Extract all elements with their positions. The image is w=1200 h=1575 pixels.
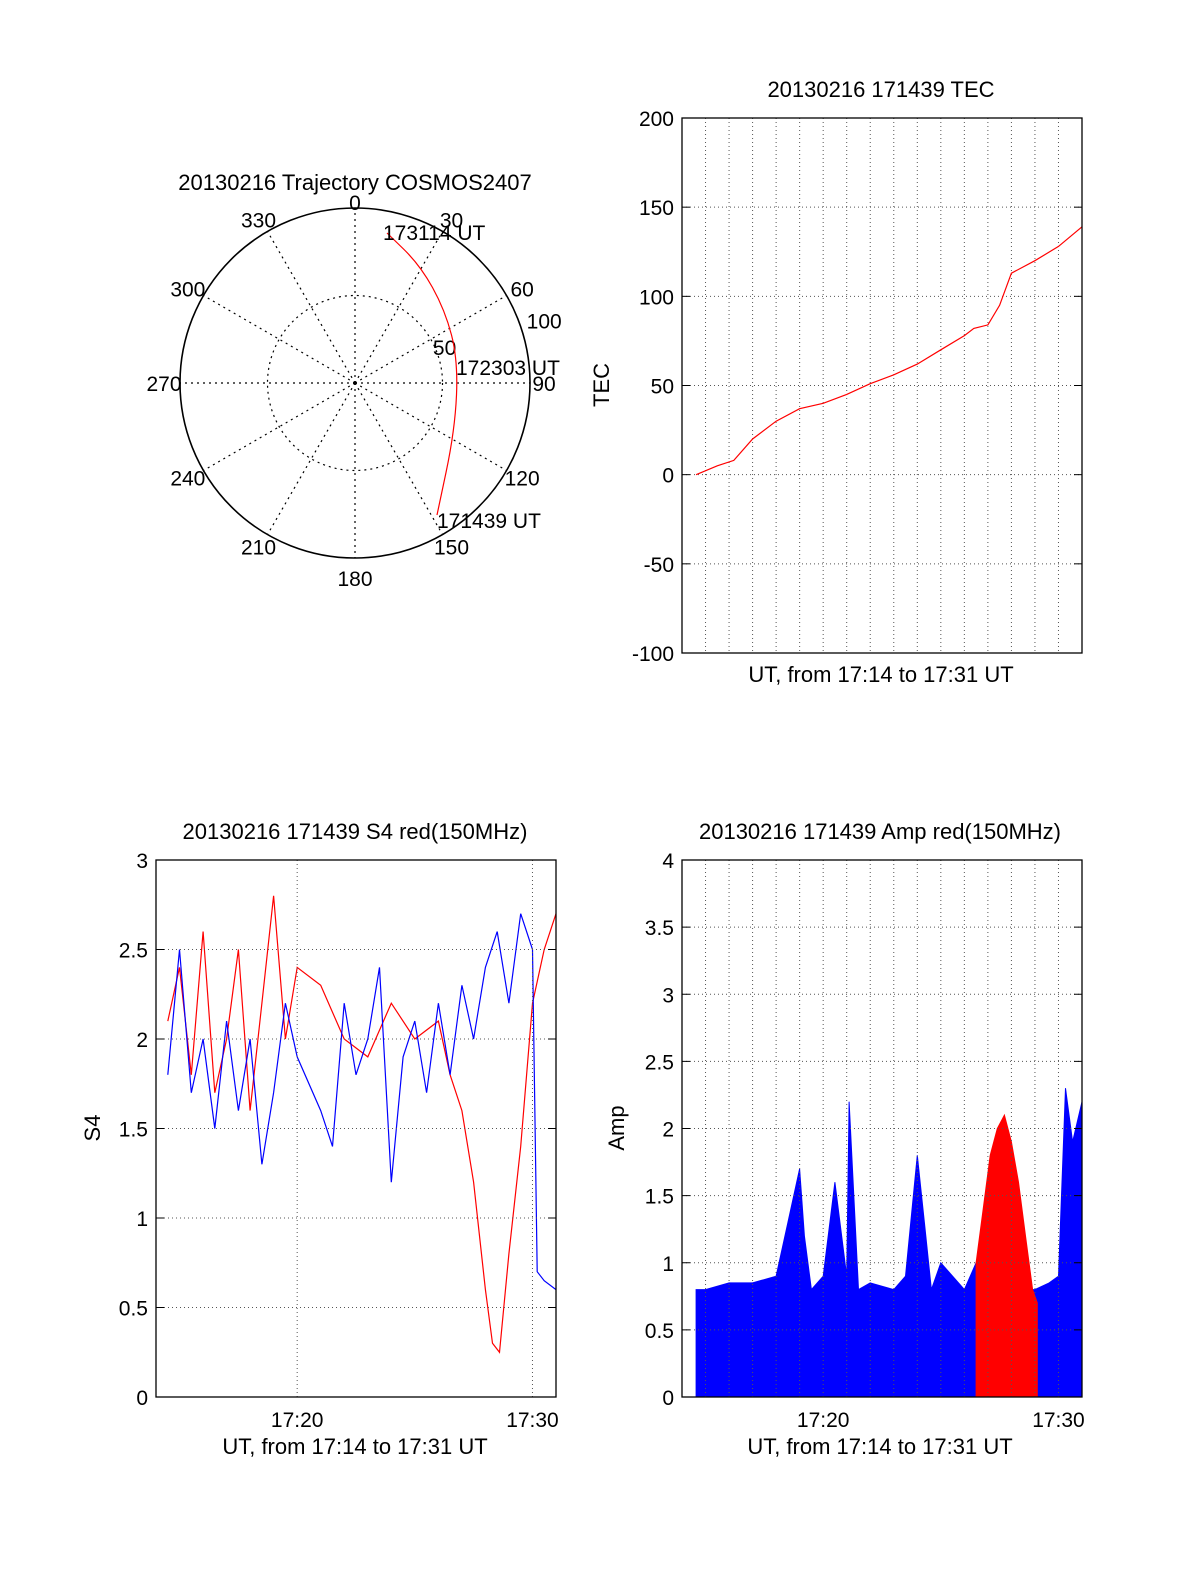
s4-series-red — [167, 895, 556, 1354]
s4-title: 20130216 171439 S4 red(150MHz) — [183, 819, 528, 844]
y-tick-label: 1.5 — [645, 1186, 674, 1209]
y-tick-label: 2.5 — [645, 1051, 674, 1074]
y-tick-label: 0 — [662, 1387, 674, 1410]
y-tick-label: 3.5 — [645, 917, 674, 940]
tec-panel: 20130216 171439 TEC UT, from 17:14 to 17… — [589, 77, 1083, 687]
polar-angle-label: 0 — [349, 192, 361, 215]
y-tick-label: 0.5 — [119, 1298, 148, 1321]
polar-angle-label: 30 — [440, 209, 463, 232]
s4-series-blue — [167, 913, 556, 1291]
y-tick-label: 2 — [662, 1119, 674, 1142]
amp-title: 20130216 171439 Amp red(150MHz) — [699, 819, 1061, 844]
polar-spoke — [354, 231, 444, 384]
y-tick-label: -100 — [632, 643, 674, 666]
polar-angle-label: 210 — [241, 537, 276, 560]
polar-angle-label: 150 — [434, 537, 469, 560]
polar-angle-label: 300 — [170, 279, 205, 302]
y-tick-label: 0.5 — [645, 1320, 674, 1343]
y-tick-label: 150 — [639, 197, 674, 220]
y-tick-label: 1 — [662, 1253, 674, 1276]
polar-angle-label: 90 — [532, 373, 555, 396]
y-tick-label: 0 — [662, 465, 674, 488]
polar-angle-label: 120 — [505, 468, 540, 491]
y-tick-label: 1.5 — [119, 1119, 148, 1142]
x-tick-label: 17:30 — [1032, 1409, 1085, 1432]
y-tick-label: 50 — [651, 376, 674, 399]
polar-spoke — [354, 382, 444, 535]
y-tick-label: 3 — [136, 850, 148, 873]
s4-xlabel: UT, from 17:14 to 17:31 UT — [222, 1434, 487, 1459]
polar-ring — [266, 294, 444, 472]
y-tick-label: -50 — [644, 554, 674, 577]
y-tick-label: 200 — [639, 108, 674, 131]
tec-ylabel: TEC — [589, 363, 614, 407]
polar-ring-label: 100 — [527, 311, 562, 334]
y-tick-label: 1 — [136, 1208, 148, 1231]
polar-spoke — [354, 382, 507, 472]
plot-frame — [681, 117, 1083, 654]
trajectory-time-label: 173114 UT — [383, 222, 486, 245]
amp-panel: 20130216 171439 Amp red(150MHz) UT, from… — [604, 819, 1085, 1459]
y-tick-label: 0 — [136, 1387, 148, 1410]
y-tick-label: 2.5 — [119, 940, 148, 963]
polar-angle-label: 60 — [510, 279, 533, 302]
polar-spoke — [266, 231, 356, 384]
plot-frame — [681, 859, 1083, 1398]
tec-series-red — [695, 226, 1083, 476]
y-tick-label: 100 — [639, 286, 674, 309]
amp-series-red — [975, 1113, 1038, 1398]
y-tick-label: 2 — [136, 1029, 148, 1052]
polar-spoke — [354, 294, 507, 384]
x-tick-label: 17:20 — [271, 1409, 324, 1432]
s4-panel: 20130216 171439 S4 red(150MHz) UT, from … — [80, 819, 559, 1459]
polar-spoke — [266, 382, 356, 535]
trajectory-title: 20130216 Trajectory COSMOS2407 — [178, 170, 531, 195]
amp-ylabel: Amp — [604, 1105, 629, 1150]
trajectory-panel: 20130216 Trajectory COSMOS2407 0 30 60 90 12… — [146, 170, 561, 591]
tec-xlabel: UT, from 17:14 to 17:31 UT — [748, 662, 1013, 687]
y-tick-label: 3 — [662, 984, 674, 1007]
amp-xlabel: UT, from 17:14 to 17:31 UT — [747, 1434, 1012, 1459]
trajectory-track — [386, 232, 458, 516]
plot-frame — [155, 859, 557, 1398]
s4-ylabel: S4 — [80, 1115, 105, 1142]
trajectory-time-label: 171439 UT — [437, 510, 541, 533]
polar-angle-label: 270 — [146, 373, 181, 396]
polar-ring-label: 50 — [433, 337, 456, 360]
x-tick-label: 17:20 — [797, 1409, 850, 1432]
polar-spoke — [203, 382, 356, 472]
polar-angle-label: 180 — [337, 568, 372, 591]
tec-title: 20130216 171439 TEC — [767, 77, 994, 102]
x-tick-label: 17:30 — [506, 1409, 559, 1432]
polar-angle-label: 330 — [241, 209, 276, 232]
polar-angle-label: 240 — [170, 468, 205, 491]
trajectory-time-label: 172303 UT — [456, 357, 560, 380]
y-tick-label: 4 — [662, 850, 674, 873]
polar-spoke — [203, 294, 356, 384]
